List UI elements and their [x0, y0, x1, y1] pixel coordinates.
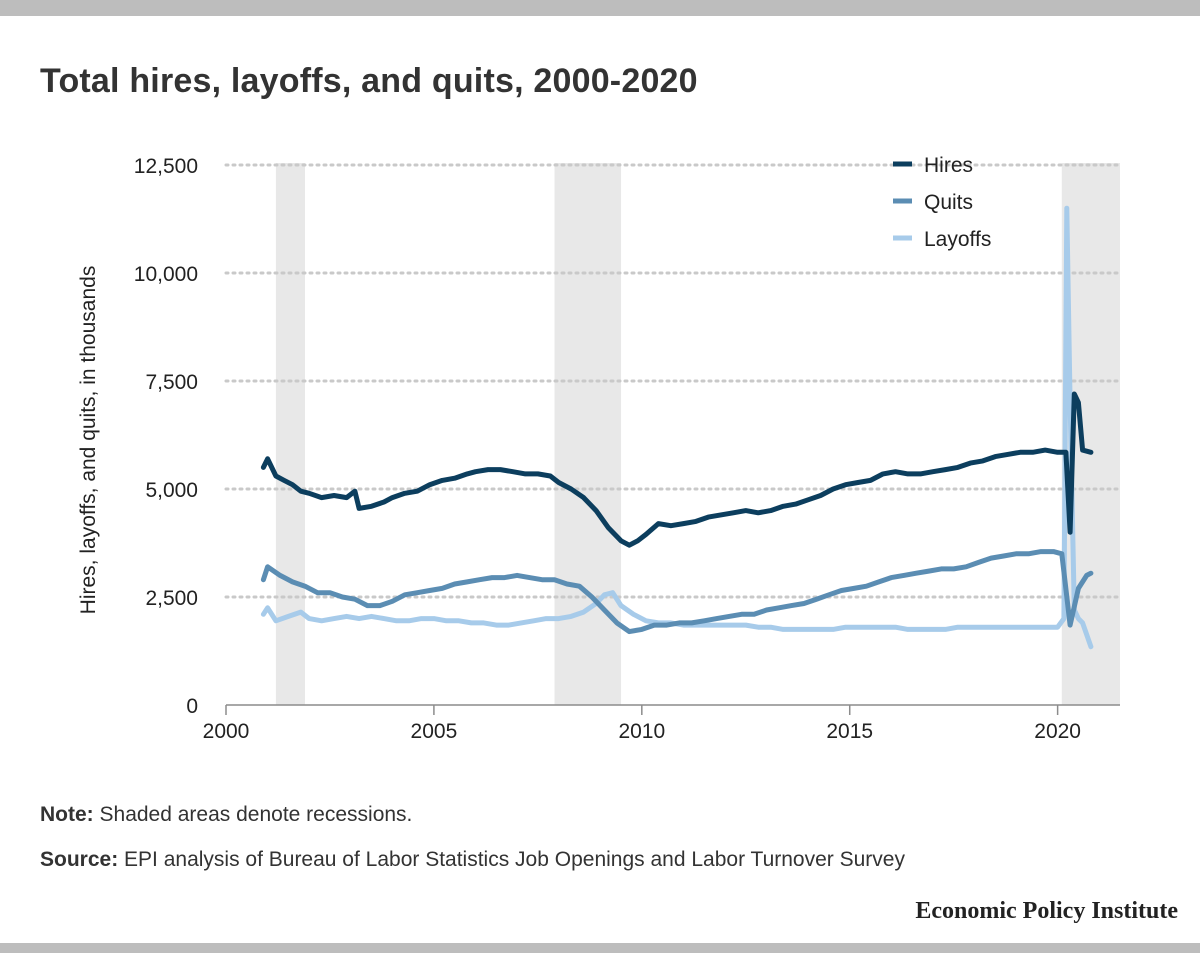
- series-line-quits: [260, 549, 1094, 635]
- x-tick-label: 2005: [411, 720, 458, 743]
- y-tick-label: 0: [186, 695, 198, 718]
- y-tick-label: 7,500: [145, 371, 198, 394]
- y-tick-label: 12,500: [134, 155, 198, 178]
- x-tick-label: 2000: [203, 720, 250, 743]
- x-tick-label: 2020: [1034, 720, 1081, 743]
- note-line: Note: Shaded areas denote recessions.: [40, 803, 412, 827]
- y-tick-label: 2,500: [145, 587, 198, 610]
- legend-label-layoffs: Layoffs: [924, 228, 991, 251]
- x-tick-label: 2015: [826, 720, 873, 743]
- y-axis-label: Hires, layoffs, and quits, in thousands: [77, 266, 100, 615]
- source-text: EPI analysis of Bureau of Labor Statisti…: [118, 848, 905, 871]
- series-line-hires: [260, 391, 1094, 548]
- y-tick-label: 10,000: [134, 263, 198, 286]
- top-band: [0, 0, 1200, 16]
- recession-band-0: [275, 163, 306, 705]
- recession-band-1: [554, 163, 622, 705]
- source-line: Source: EPI analysis of Bureau of Labor …: [40, 848, 905, 872]
- legend-label-quits: Quits: [924, 191, 973, 214]
- note-label: Note:: [40, 803, 94, 826]
- brand-logo: Economic Policy Institute: [915, 898, 1178, 924]
- line-chart: 0 2,500 5,000 7,500 10,000 12,500 2000 2005 2010…: [77, 154, 1122, 743]
- bottom-band: [0, 943, 1200, 953]
- chart-title: Total hires, layoffs, and quits, 2000-20…: [40, 62, 698, 100]
- source-label: Source:: [40, 848, 119, 871]
- y-tick-label: 5,000: [145, 479, 198, 502]
- x-tick-label: 2010: [618, 720, 665, 743]
- note-text: Shaded areas denote recessions.: [93, 803, 413, 826]
- legend-label-hires: Hires: [924, 154, 973, 177]
